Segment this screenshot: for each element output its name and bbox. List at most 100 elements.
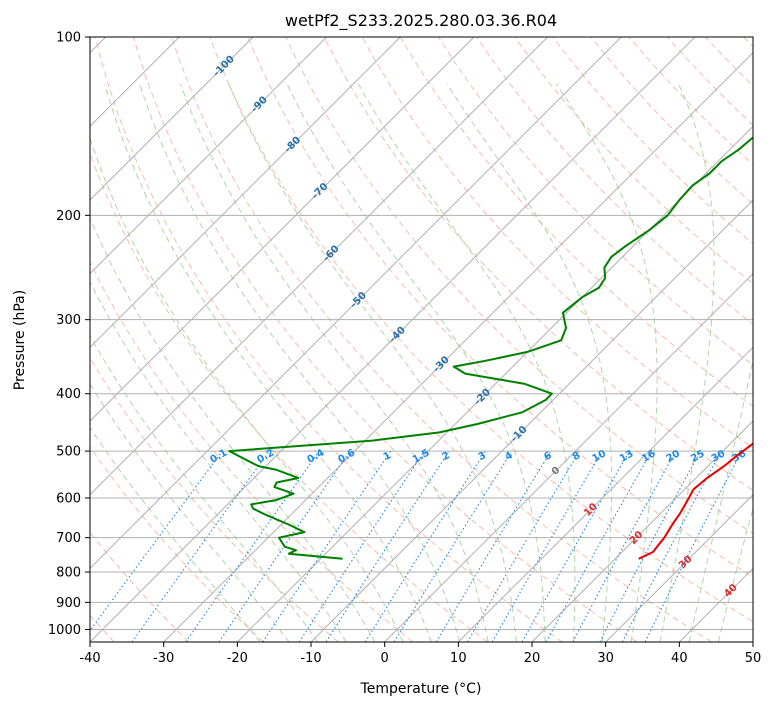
y-axis-label: Pressure (hPa)	[12, 290, 28, 390]
y-tick-label: 1000	[48, 623, 81, 638]
mixing-ratio-label: 8	[571, 450, 583, 463]
x-tick-label: 40	[671, 651, 688, 666]
moist-adiabat-line	[228, 83, 517, 642]
x-tick-label: 30	[597, 651, 614, 666]
dry-adiabat-line	[476, 37, 753, 325]
moist-adiabat-line	[717, 506, 753, 642]
temperature-curve	[638, 442, 753, 560]
y-tick-label: 300	[56, 313, 81, 328]
mixing-ratio-line	[325, 450, 450, 642]
moist-adiabat-line	[555, 83, 658, 642]
isotherm-label: -100	[211, 54, 237, 80]
isotherm-line	[90, 37, 401, 349]
y-tick-label: 800	[56, 566, 81, 581]
moist-adiabat-line	[104, 83, 432, 642]
y-tick-label: 900	[56, 596, 81, 611]
mixing-ratio-label: 3	[477, 450, 489, 463]
moist-adiabat-line	[357, 83, 576, 642]
x-tick-label: -20	[227, 651, 248, 666]
isotherm-line	[605, 493, 753, 642]
dry-adiabat-line	[285, 37, 753, 535]
isotherm-line	[90, 37, 475, 422]
dry-adiabat-line	[247, 37, 753, 578]
mixing-ratio-line	[364, 450, 486, 642]
plot-frame	[89, 36, 754, 643]
isotherm-label: 30	[677, 554, 695, 572]
moist-adiabat-line	[688, 358, 753, 642]
isotherm-line	[90, 37, 696, 642]
y-tick-label: 700	[56, 531, 81, 546]
dry-adiabat-line	[743, 37, 753, 48]
mixing-ratio-line	[572, 450, 677, 642]
moist-adiabat-line	[90, 216, 376, 642]
moist-adiabat-line	[90, 136, 404, 642]
isotherm-label: 0	[550, 465, 563, 478]
isotherm-line	[384, 272, 753, 642]
mixing-ratio-line	[393, 450, 513, 642]
dry-adiabat-line	[514, 37, 753, 285]
isotherm-line	[752, 641, 753, 642]
moist-adiabat-line	[90, 334, 319, 642]
mixing-ratio-label: 2	[440, 450, 452, 463]
mixing-ratio-line	[218, 450, 351, 642]
mixing-ratio-labels: 0.1 0.2 0.4 0.6 1 1.5 2 3 4 6 8 10 13 16 20 25 30 36	[208, 447, 748, 465]
pressure-gridlines	[90, 36, 753, 630]
isotherm-line	[90, 37, 254, 201]
dry-adiabat-line	[209, 37, 753, 623]
mixing-ratio-label: 4	[503, 450, 515, 463]
dry-adiabat-line	[590, 37, 753, 205]
isotherm-line	[457, 346, 753, 642]
moist-adiabat-line	[90, 382, 290, 642]
dry-adiabat-line	[90, 446, 264, 642]
dry-adiabat-line	[90, 152, 488, 642]
y-tick-label: 600	[56, 492, 81, 507]
y-tick-label: 200	[56, 209, 81, 224]
mixing-ratio-label: 6	[542, 450, 554, 463]
chart-title: wetPf2_S233.2025.280.03.36.R04	[285, 11, 557, 31]
isotherm-line	[310, 199, 753, 642]
isotherm-line	[678, 567, 753, 642]
moist-adiabat-line	[139, 83, 461, 642]
mixing-ratio-line	[90, 450, 223, 632]
mixing-ratio-label: 0.1	[208, 447, 229, 465]
mixing-ratio-line	[435, 450, 552, 642]
isotherm-line	[90, 37, 328, 275]
y-tick-label: 100	[56, 31, 81, 46]
y-axis-ticks: 100 200 300 400 500 600 700 800 900 1000	[48, 31, 90, 638]
mixing-ratio-label: 1	[382, 450, 394, 463]
moist-adiabat-line	[179, 83, 489, 642]
y-tick-label: 500	[56, 445, 81, 460]
dewpoint-curve	[228, 136, 753, 560]
mixing-ratio-line	[185, 450, 320, 642]
x-tick-label: -10	[300, 651, 321, 666]
dry-adiabat-line	[704, 37, 753, 87]
isotherm-label: -90	[249, 95, 270, 116]
mixing-ratio-line	[545, 450, 653, 642]
x-tick-label: -40	[79, 651, 100, 666]
mixing-ratio-line	[644, 450, 743, 642]
isotherm-line	[90, 37, 549, 496]
dry-adiabat-line	[90, 531, 190, 642]
y-tick-label: 400	[56, 387, 81, 402]
sounding-curves	[228, 136, 753, 560]
isotherm-line	[236, 125, 753, 642]
x-tick-label: -30	[153, 651, 174, 666]
dry-adiabat-line	[171, 37, 712, 642]
moist-adiabat-line	[286, 83, 546, 642]
mixing-ratio-label: 0.4	[306, 447, 327, 465]
x-tick-label: 50	[745, 651, 762, 666]
isotherm-line	[531, 420, 753, 642]
mixing-ratio-line	[298, 450, 425, 642]
dry-adiabat-line	[90, 356, 339, 642]
dry-adiabat-line	[323, 37, 753, 491]
x-tick-label: 0	[381, 651, 389, 666]
moist-adiabat-line	[90, 280, 347, 642]
dry-adiabat-line	[666, 37, 753, 126]
isotherm-line	[90, 37, 622, 570]
mixing-ratio-line	[262, 450, 392, 642]
mixing-ratio-line	[131, 450, 270, 642]
isotherm-label: -50	[348, 290, 369, 311]
background-lines	[90, 37, 753, 642]
